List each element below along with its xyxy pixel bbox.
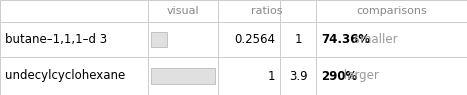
Text: 1: 1 bbox=[268, 70, 275, 82]
Bar bbox=[151, 68, 215, 84]
Text: 74.36%: 74.36% bbox=[321, 33, 370, 46]
Text: 0.2564: 0.2564 bbox=[234, 33, 275, 46]
Text: smaller: smaller bbox=[350, 33, 398, 46]
Text: comparisons: comparisons bbox=[356, 6, 427, 16]
Text: undecylcyclohexane: undecylcyclohexane bbox=[5, 70, 125, 82]
Bar bbox=[151, 32, 167, 47]
Text: 1: 1 bbox=[294, 33, 302, 46]
Text: larger: larger bbox=[340, 70, 379, 82]
Text: visual: visual bbox=[167, 6, 199, 16]
Text: butane–1,1,1–d 3: butane–1,1,1–d 3 bbox=[5, 33, 107, 46]
Text: ratios: ratios bbox=[251, 6, 283, 16]
Text: 290%: 290% bbox=[321, 70, 357, 82]
Text: 3.9: 3.9 bbox=[289, 70, 307, 82]
